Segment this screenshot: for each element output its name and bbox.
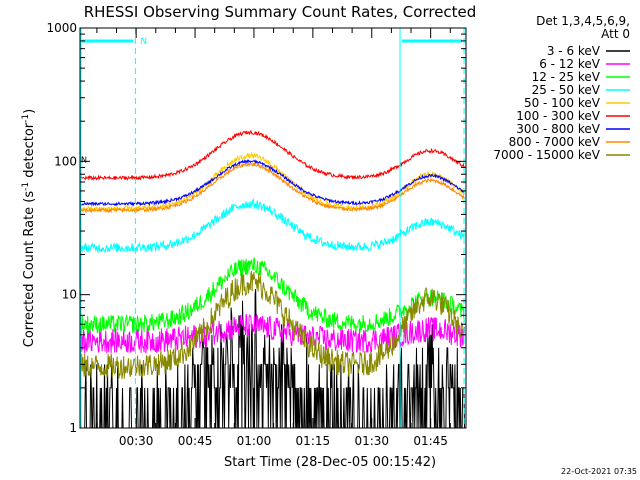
y-axis-label-main: Corrected Count Rate (s xyxy=(22,191,37,348)
legend-label: 7000 - 15000 keV xyxy=(493,148,600,162)
legend-label: 6 - 12 keV xyxy=(539,57,601,71)
y-tick-label: 1000 xyxy=(46,21,77,35)
legend-label: 100 - 300 keV xyxy=(516,109,600,123)
x-tick-label: 01:15 xyxy=(296,434,331,448)
plot-area: NN xyxy=(80,28,465,429)
night-label: N xyxy=(140,37,147,47)
legend-header-line1: Det 1,3,4,5,6,9, xyxy=(536,14,630,28)
y-tick-label: 10 xyxy=(62,288,77,302)
y-tick-label: 100 xyxy=(54,154,77,168)
y-tick-label: 1 xyxy=(69,421,77,435)
legend-label: 25 - 50 keV xyxy=(532,83,601,97)
x-tick-label: 01:30 xyxy=(354,434,389,448)
x-tick-label: 00:30 xyxy=(119,434,154,448)
legend-label: 800 - 7000 keV xyxy=(509,135,601,149)
y-axis-label-sup2: -1 xyxy=(21,114,31,123)
legend-label: 300 - 800 keV xyxy=(516,122,600,136)
y-axis-label-end: ) xyxy=(22,109,37,114)
legend-label: 3 - 6 keV xyxy=(547,44,601,58)
chart-title: RHESSI Observing Summary Count Rates, Co… xyxy=(84,3,477,21)
x-axis: 00:30 00:45 01:00 01:15 01:30 01:45 xyxy=(96,28,451,448)
x-tick-label: 01:45 xyxy=(413,434,448,448)
footer-timestamp: 22-Oct-2021 07:35 xyxy=(561,467,637,476)
legend-header-line2: Att 0 xyxy=(601,27,630,41)
saa-label: N xyxy=(81,156,87,165)
legend-label: 12 - 25 keV xyxy=(532,70,601,84)
legend-label: 50 - 100 keV xyxy=(524,96,601,110)
x-tick-label: 01:00 xyxy=(237,434,272,448)
y-axis-label: Corrected Count Rate (s-1 detector-1) xyxy=(21,109,37,347)
y-axis-label-mid: detector xyxy=(22,122,37,182)
plot-frame xyxy=(79,27,467,429)
x-tick-label: 00:45 xyxy=(178,434,213,448)
y-axis-label-sup1: -1 xyxy=(21,182,31,191)
x-axis-label: Start Time (28-Dec-05 00:15:42) xyxy=(224,455,436,470)
y-axis: 1 10 100 1000 xyxy=(46,21,466,435)
